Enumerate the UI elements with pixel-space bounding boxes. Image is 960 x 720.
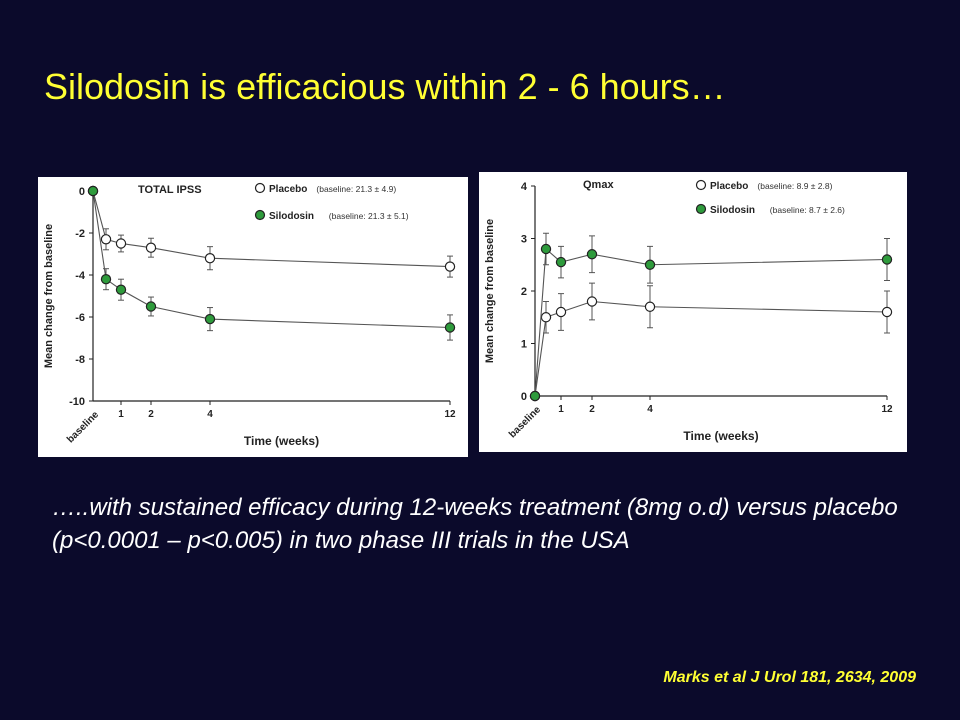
x-tick-label: 2 <box>589 404 595 415</box>
x-axis-label: Time (weeks) <box>244 434 319 448</box>
x-tick-label: baseline <box>65 409 101 445</box>
series-line <box>92 190 451 329</box>
data-point <box>586 296 598 307</box>
x-tick-label: 12 <box>881 404 893 415</box>
legend-marker <box>254 209 266 221</box>
data-point <box>540 312 552 323</box>
legend-baseline-note: (baseline: 21.3 ± 5.1) <box>329 211 409 221</box>
x-tick-label: 1 <box>558 404 564 415</box>
y-tick-label: -2 <box>75 228 85 240</box>
data-point <box>145 301 157 312</box>
data-point <box>555 306 567 318</box>
y-axis-label: Mean change from baseline <box>43 224 55 368</box>
ipss-chart-panel: 0 -2 -4 -6 -8 -10 baseline 1 2 4 12 Time (weeks) Mea… <box>38 177 468 457</box>
chart-title: Qmax <box>583 179 614 191</box>
data-point <box>529 390 541 402</box>
series-line <box>534 300 888 397</box>
y-tick-label: 1 <box>521 339 527 351</box>
slide-title: Silodosin is efficacious within 2 - 6 ho… <box>44 66 726 107</box>
legend-label: Placebo <box>269 184 307 195</box>
y-axis-label: Mean change from baseline <box>484 219 496 363</box>
data-point <box>881 306 893 318</box>
y-tick-label: -4 <box>75 270 86 282</box>
x-tick-label: 12 <box>444 409 456 420</box>
y-tick-label: 2 <box>521 286 527 298</box>
chart-title: TOTAL IPSS <box>138 184 202 196</box>
legend-baseline-note: (baseline: 8.7 ± 2.6) <box>770 205 845 215</box>
y-tick-label: 3 <box>521 234 527 246</box>
y-tick-label: 0 <box>79 186 85 198</box>
legend-label: Placebo <box>710 181 748 192</box>
qmax-chart-panel: 4 3 2 1 0 baseline 1 2 4 12 Time (weeks) Mean chang… <box>479 172 907 452</box>
x-tick-label: 2 <box>148 409 154 420</box>
data-point <box>881 254 893 265</box>
data-point <box>100 234 112 245</box>
data-point <box>100 273 112 285</box>
y-tick-label: -8 <box>75 354 85 366</box>
x-tick-label: baseline <box>507 404 543 440</box>
x-tick-label: 1 <box>118 409 124 420</box>
data-point <box>644 301 656 312</box>
legend-marker <box>254 182 266 194</box>
y-tick-label: -6 <box>75 312 85 324</box>
data-point <box>444 261 456 272</box>
data-point <box>115 284 127 295</box>
y-tick-label: 4 <box>521 181 528 193</box>
data-point <box>555 256 567 268</box>
data-point <box>145 242 157 253</box>
legend-label: Silodosin <box>710 205 755 216</box>
data-point <box>115 238 127 249</box>
data-point <box>444 322 456 333</box>
legend-baseline-note: (baseline: 21.3 ± 4.9) <box>316 184 396 194</box>
data-point <box>540 243 552 255</box>
x-axis-label: Time (weeks) <box>683 429 758 443</box>
data-point <box>204 313 216 325</box>
legend-marker <box>695 179 707 191</box>
legend-label: Silodosin <box>269 211 314 222</box>
slide-caption: …..with sustained efficacy during 12-wee… <box>52 494 898 554</box>
citation: Marks et al J Urol 181, 2634, 2009 <box>663 669 916 686</box>
data-point <box>644 259 656 270</box>
x-tick-label: 4 <box>207 409 213 420</box>
legend-baseline-note: (baseline: 8.9 ± 2.8) <box>757 181 832 191</box>
x-tick-label: 4 <box>647 404 653 415</box>
legend-marker <box>695 203 707 215</box>
data-point <box>204 252 216 264</box>
data-point <box>87 185 99 197</box>
data-point <box>586 249 598 260</box>
y-tick-label: -10 <box>69 396 85 408</box>
series-line <box>92 190 451 268</box>
series-line <box>534 247 888 397</box>
y-tick-label: 0 <box>521 391 527 403</box>
